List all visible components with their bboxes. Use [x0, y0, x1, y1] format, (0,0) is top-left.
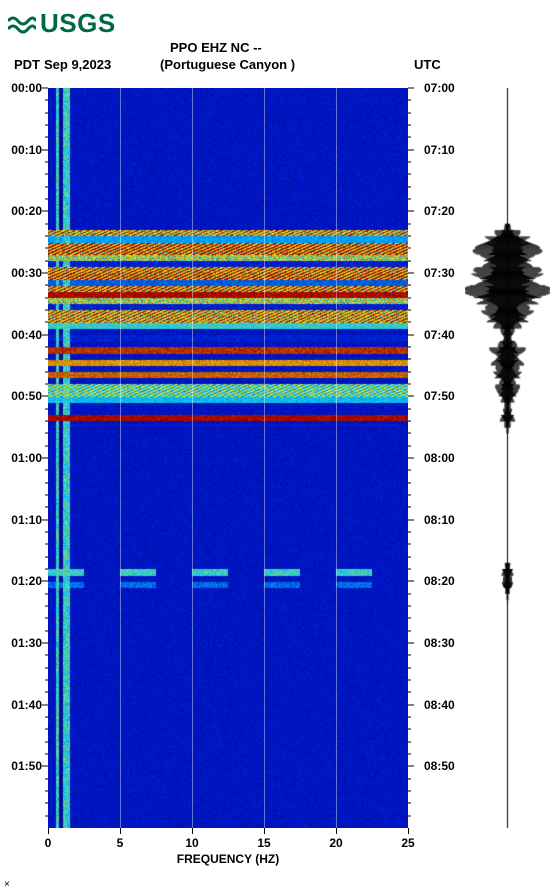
left-tick: 00:30: [11, 266, 42, 280]
right-tick: 08:30: [424, 636, 455, 650]
left-tick: 00:40: [11, 328, 42, 342]
usgs-logo-text: USGS: [40, 8, 116, 39]
date: Sep 9,2023: [44, 57, 111, 72]
left-tick: 00:00: [11, 81, 42, 95]
left-tick: 01:30: [11, 636, 42, 650]
waveform-canvas: [465, 88, 550, 828]
usgs-wave-icon: [8, 13, 36, 35]
x-tick: 15: [257, 836, 270, 850]
right-tick: 07:10: [424, 143, 455, 157]
right-tick: 08:40: [424, 698, 455, 712]
frequency-axis: FREQUENCY (HZ) 0510152025: [48, 828, 408, 868]
left-tick: 00:10: [11, 143, 42, 157]
right-tick: 07:40: [424, 328, 455, 342]
left-tick: 00:20: [11, 204, 42, 218]
left-tick: 01:40: [11, 698, 42, 712]
spectrogram-canvas: [48, 88, 408, 828]
right-tick: 08:20: [424, 574, 455, 588]
timezone-right: UTC: [414, 57, 441, 72]
left-tick: 01:20: [11, 574, 42, 588]
left-tick: 01:10: [11, 513, 42, 527]
right-tick: 07:30: [424, 266, 455, 280]
x-tick: 25: [401, 836, 414, 850]
right-tick: 07:00: [424, 81, 455, 95]
x-tick: 0: [45, 836, 52, 850]
x-axis-label: FREQUENCY (HZ): [48, 852, 408, 866]
left-time-axis: 00:0000:1000:2000:3000:4000:5001:0001:10…: [0, 88, 48, 828]
left-tick: 01:00: [11, 451, 42, 465]
x-tick: 20: [329, 836, 342, 850]
usgs-logo: USGS: [8, 8, 116, 39]
right-tick: 07:20: [424, 204, 455, 218]
timezone-left: PDT: [14, 57, 40, 72]
right-tick: 08:10: [424, 513, 455, 527]
waveform-column: [465, 88, 550, 828]
spectrogram-plot: [48, 88, 408, 828]
x-tick: 10: [185, 836, 198, 850]
left-tick: 01:50: [11, 759, 42, 773]
x-tick: 5: [117, 836, 124, 850]
right-tick: 08:00: [424, 451, 455, 465]
right-tick: 07:50: [424, 389, 455, 403]
station-name: (Portuguese Canyon ): [160, 57, 295, 72]
right-tick: 08:50: [424, 759, 455, 773]
left-tick: 00:50: [11, 389, 42, 403]
station-code: PPO EHZ NC --: [170, 40, 262, 55]
right-time-axis: 07:0007:1007:2007:3007:4007:5008:0008:10…: [408, 88, 463, 828]
corner-mark: ×: [4, 879, 10, 890]
